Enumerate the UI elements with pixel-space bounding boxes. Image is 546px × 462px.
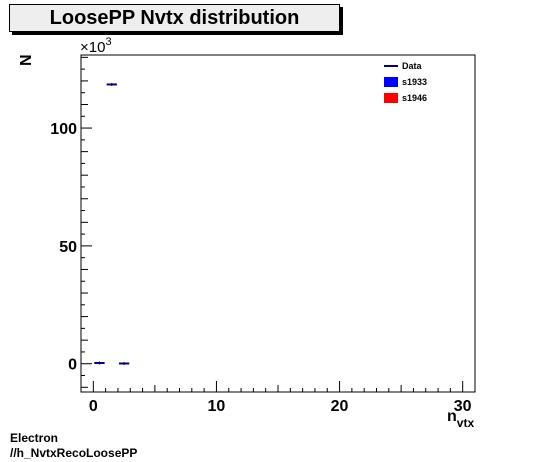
chart-title-text: LoosePP Nvtx distribution — [49, 6, 300, 29]
axes — [80, 54, 476, 393]
tick-labels: 0 10 20 30 0 50 100 — [50, 121, 471, 415]
x-tick-label: 20 — [331, 398, 349, 415]
y-tick-label: 0 — [68, 357, 77, 374]
y-axis-label: N — [18, 54, 35, 66]
y-axis-multiplier: ×103 — [80, 36, 112, 56]
legend-fill-swatch — [384, 77, 398, 87]
x-axis-label-main: n — [447, 408, 457, 425]
legend-label: Data — [402, 61, 423, 71]
x-tick-label: 30 — [454, 398, 472, 415]
y-tick-label: 100 — [50, 121, 77, 138]
legend: Data s1933 s1946 — [384, 61, 427, 103]
plot-frame — [80, 54, 476, 393]
chart-title: LoosePP Nvtx distribution — [9, 4, 340, 32]
x-axis-label-sub: vtx — [457, 416, 475, 430]
legend-label: s1933 — [402, 77, 427, 87]
y-tick-label: 50 — [59, 239, 77, 256]
x-tick-label: 0 — [89, 398, 98, 415]
footer-line-2: //h_NvtxRecoLoosePP — [10, 446, 138, 460]
legend-label: s1946 — [402, 93, 427, 103]
x-axis-label: nvtx — [447, 408, 474, 430]
y-multiplier-base: ×10 — [80, 39, 105, 56]
legend-fill-swatch — [384, 93, 398, 103]
tick-marks — [80, 56, 476, 392]
data-series — [94, 82, 130, 365]
footer-line-1: Electron — [10, 431, 59, 445]
x-tick-label: 10 — [208, 398, 226, 415]
y-multiplier-exponent: 3 — [105, 36, 111, 48]
